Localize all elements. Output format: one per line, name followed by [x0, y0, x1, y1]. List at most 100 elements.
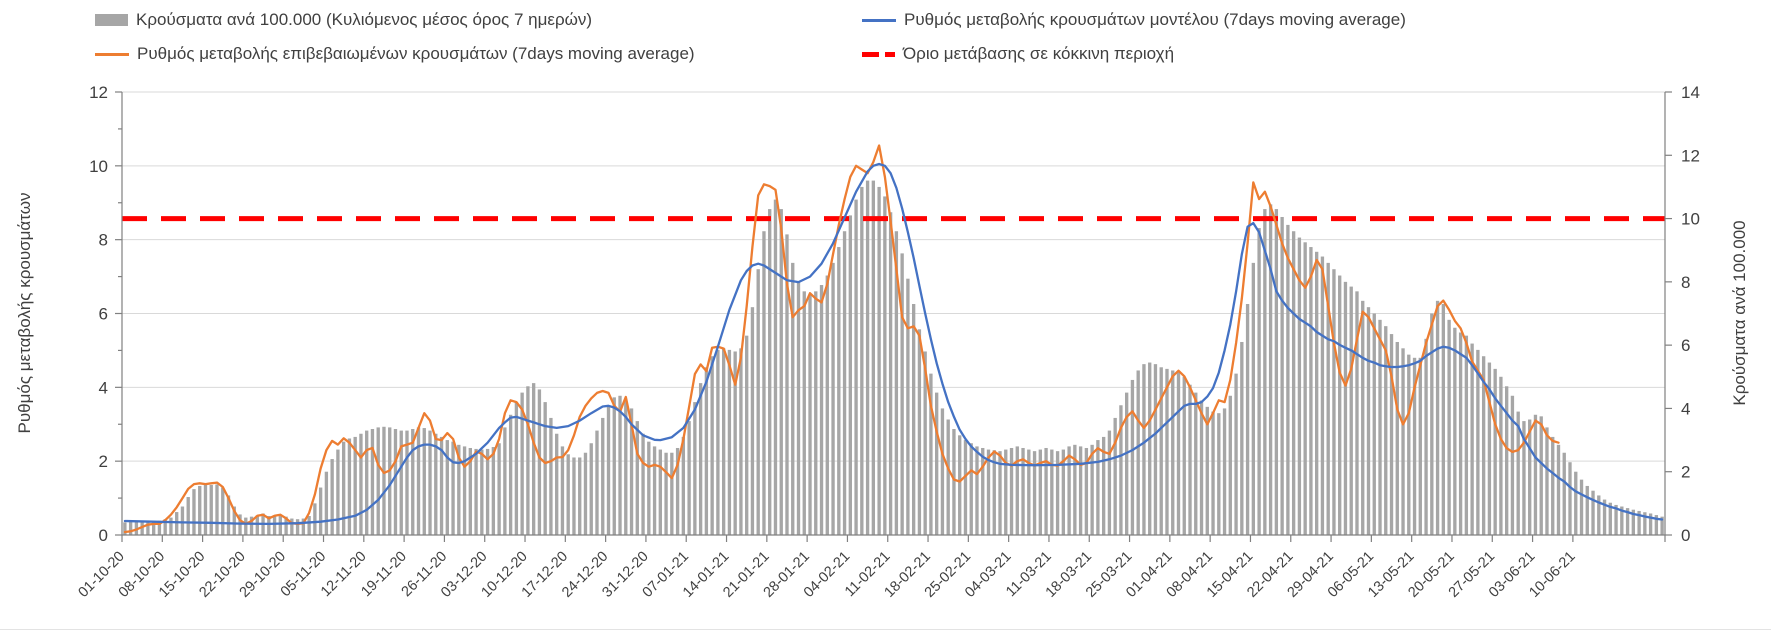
bar — [664, 452, 668, 535]
bar — [1009, 447, 1014, 535]
bar — [1280, 216, 1284, 536]
bar — [825, 275, 829, 535]
bar — [641, 433, 645, 535]
bar — [721, 348, 726, 535]
bar — [906, 278, 910, 535]
bar — [762, 231, 766, 536]
bar — [1136, 370, 1140, 535]
confirmed-rate-line — [123, 144, 1560, 534]
bar — [1620, 506, 1624, 535]
bar — [1332, 269, 1336, 535]
bar — [652, 446, 657, 535]
bar — [842, 231, 847, 536]
bar — [318, 487, 323, 535]
bar — [1614, 504, 1618, 535]
bar — [687, 421, 691, 535]
bar — [1159, 367, 1163, 535]
bar — [347, 438, 352, 535]
y-left-tick-label: 4 — [99, 378, 108, 397]
bar — [992, 450, 996, 535]
bar — [745, 335, 749, 535]
line-swatch-icon — [862, 18, 896, 22]
bar — [1315, 251, 1319, 536]
bar — [451, 441, 455, 535]
bar — [1355, 291, 1359, 535]
bar — [1222, 408, 1227, 535]
bar — [284, 516, 288, 535]
bar — [848, 215, 852, 535]
bar — [555, 433, 559, 535]
bar — [1625, 508, 1630, 535]
bar — [583, 452, 588, 535]
bar — [779, 209, 783, 535]
y-right-tick-label: 4 — [1681, 399, 1690, 418]
bar — [1458, 332, 1463, 535]
bar — [359, 433, 363, 535]
bar — [1055, 451, 1060, 535]
bar — [1441, 304, 1446, 535]
bar — [1090, 444, 1094, 535]
bar — [1199, 400, 1204, 535]
bar — [756, 269, 760, 535]
bar — [1637, 510, 1641, 535]
bar — [796, 281, 801, 535]
bar — [704, 367, 709, 535]
bar — [508, 414, 513, 535]
bar — [1551, 436, 1555, 535]
bar — [1602, 499, 1607, 535]
bar — [290, 518, 294, 535]
y-left-tick-label: 8 — [99, 231, 108, 250]
bar — [1372, 313, 1376, 535]
bar — [1257, 228, 1261, 535]
bar — [474, 448, 478, 535]
bar — [958, 435, 962, 535]
y-right-tick-label: 8 — [1681, 273, 1690, 292]
bar — [1464, 335, 1469, 535]
bar — [814, 291, 818, 535]
bar — [1297, 237, 1302, 535]
bar — [1194, 392, 1198, 535]
bar — [186, 497, 190, 535]
bar — [1044, 447, 1048, 535]
bar — [1648, 513, 1653, 535]
bar — [986, 449, 991, 535]
bar — [1631, 509, 1635, 535]
bar — [1171, 370, 1175, 535]
bar — [365, 430, 369, 535]
bar — [480, 449, 484, 535]
legend-item-threshold: Όριο μετάβασης σε κόκκινη περιοχή — [862, 44, 1174, 64]
y-right-tick-label: 2 — [1681, 463, 1690, 482]
bar — [802, 291, 806, 535]
bar — [739, 348, 743, 535]
bar — [969, 443, 973, 535]
bar — [422, 428, 426, 535]
bar — [1291, 231, 1296, 536]
bar — [393, 429, 398, 535]
bar — [1361, 300, 1365, 535]
bar — [1660, 516, 1664, 535]
bar — [877, 186, 881, 535]
bar — [543, 402, 547, 535]
bar — [716, 349, 720, 535]
bar — [1142, 364, 1146, 535]
bar — [727, 349, 732, 535]
bar — [1597, 495, 1601, 535]
bar — [163, 519, 167, 535]
bar — [785, 234, 789, 535]
bar — [1574, 471, 1578, 535]
bar — [336, 449, 340, 535]
bar — [1435, 300, 1440, 535]
legend-label-model-line: Ρυθμός μεταβολής κρουσμάτων μοντέλου (7d… — [904, 10, 1406, 29]
bar — [1107, 430, 1112, 535]
legend-item-model-line: Ρυθμός μεταβολής κρουσμάτων μοντέλου (7d… — [862, 10, 1406, 30]
bar — [923, 351, 927, 535]
bar — [1274, 209, 1279, 535]
bar — [192, 489, 196, 535]
bar — [1654, 515, 1659, 535]
bar — [1251, 262, 1256, 535]
bar — [750, 307, 755, 535]
bar — [1084, 447, 1089, 535]
bar — [457, 444, 461, 535]
bar — [215, 484, 219, 535]
bar — [888, 212, 893, 536]
